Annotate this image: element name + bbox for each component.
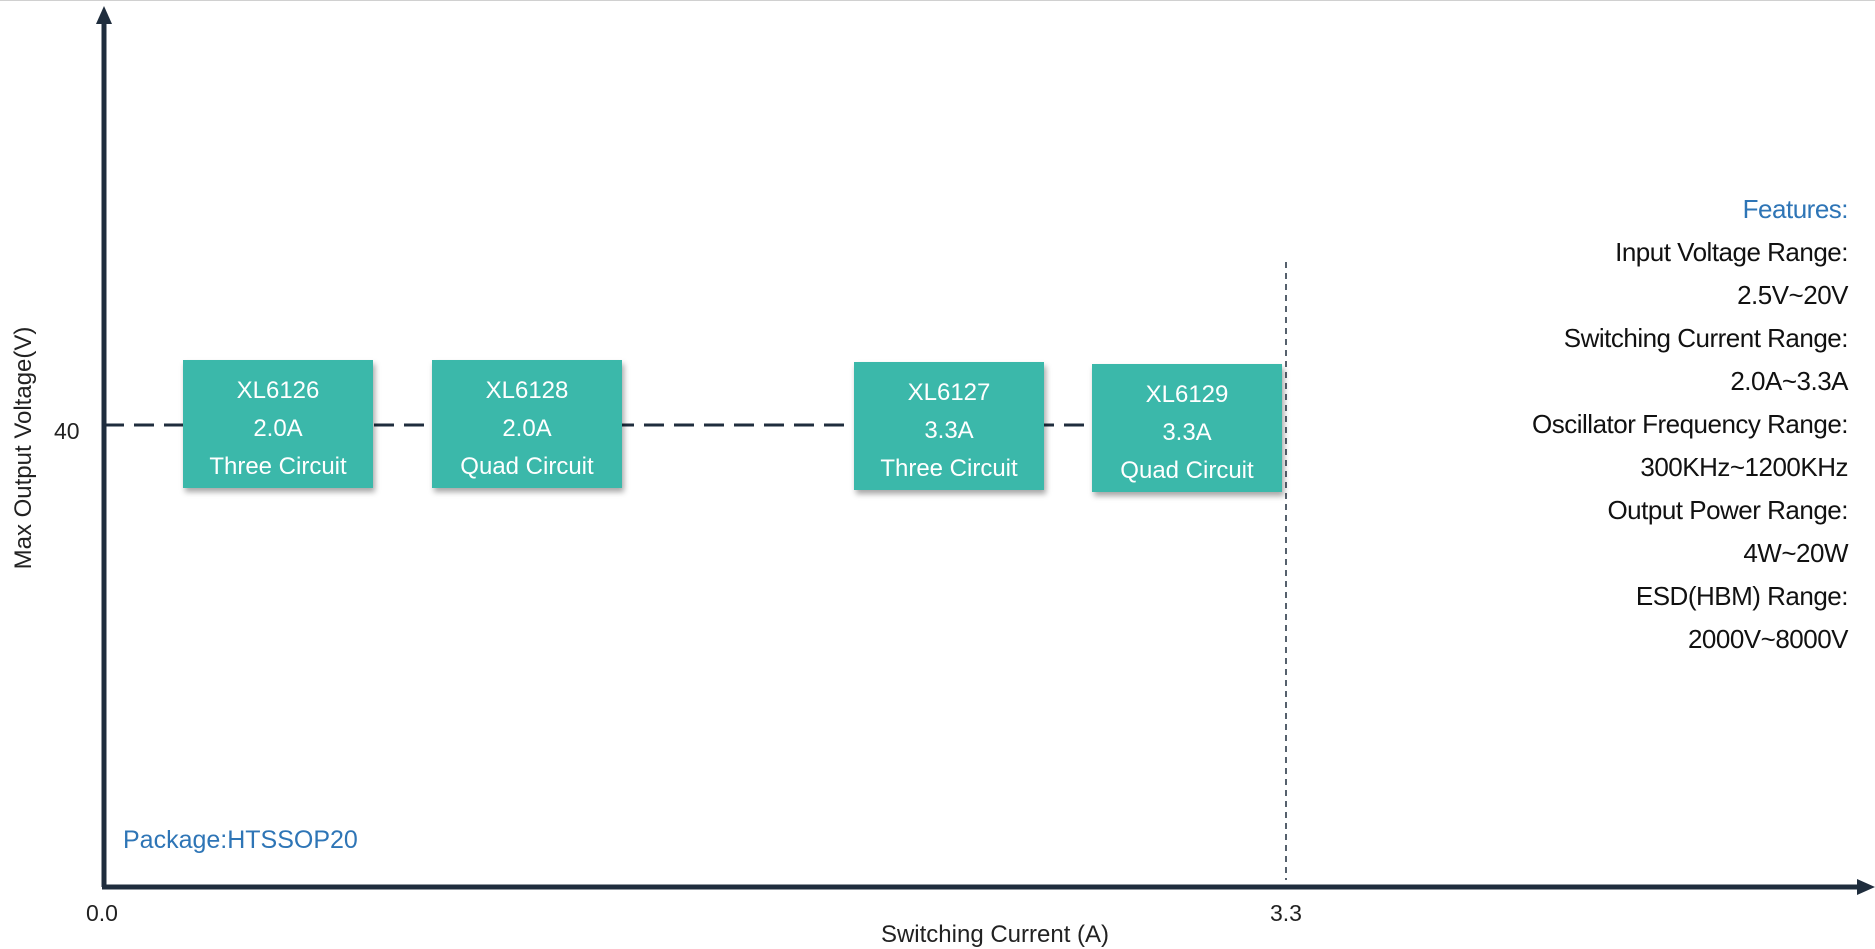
feature-value: 2.0A~3.3A xyxy=(1730,366,1848,396)
y-axis-label: Max Output Voltage(V) xyxy=(10,326,37,570)
product-circuit: Quad Circuit xyxy=(1120,457,1254,484)
product-circuit: Three Circuit xyxy=(209,453,347,480)
x-axis-label: Switching Current (A) xyxy=(880,921,1110,948)
x-axis-arrow xyxy=(1857,879,1875,895)
feature-line: ESD(HBM) Range: xyxy=(1635,581,1849,611)
product-box-rect xyxy=(1092,364,1282,492)
product-box-xl6128: XL6128 2.0A Quad Circuit xyxy=(432,360,622,488)
x-tick-label: 3.3 xyxy=(1270,900,1302,926)
feature-value: 2.5V~20V xyxy=(1737,280,1848,310)
product-box-xl6127: XL6127 3.3A Three Circuit xyxy=(854,362,1044,490)
x-tick-label: 0.0 xyxy=(86,900,118,926)
package-label: Package:HTSSOP20 xyxy=(123,826,358,854)
product-box-rect xyxy=(854,362,1044,490)
product-current: 2.0A xyxy=(502,415,551,442)
feature-line: Input Voltage Range: xyxy=(1615,237,1848,267)
product-name: XL6126 xyxy=(237,377,320,404)
product-current: 2.0A xyxy=(253,415,302,442)
features-panel: Features: Input Voltage Range: 2.5V~20V … xyxy=(1348,188,1848,661)
y-axis-arrow xyxy=(96,6,112,24)
product-circuit: Quad Circuit xyxy=(460,453,594,480)
top-rule xyxy=(0,0,1875,1)
product-current: 3.3A xyxy=(924,417,973,444)
product-box-rect xyxy=(183,360,373,488)
feature-value: 4W~20W xyxy=(1743,538,1848,568)
y-tick-label: 40 xyxy=(54,418,80,444)
feature-line: Oscillator Frequency Range: xyxy=(1532,409,1848,439)
product-name: XL6127 xyxy=(908,379,991,406)
product-name: XL6129 xyxy=(1146,381,1229,408)
product-name: XL6128 xyxy=(486,377,569,404)
feature-value: 2000V~8000V xyxy=(1687,624,1849,654)
product-box-xl6126: XL6126 2.0A Three Circuit xyxy=(183,360,373,488)
feature-value: 300KHz~1200KHz xyxy=(1640,452,1848,482)
product-circuit: Three Circuit xyxy=(880,455,1018,482)
feature-line: Switching Current Range: xyxy=(1563,323,1849,353)
product-box-rect xyxy=(432,360,622,488)
features-heading: Features: xyxy=(1742,194,1849,224)
product-current: 3.3A xyxy=(1162,419,1211,446)
feature-line: Output Power Range: xyxy=(1607,495,1848,525)
product-box-xl6129: XL6129 3.3A Quad Circuit xyxy=(1092,364,1282,492)
